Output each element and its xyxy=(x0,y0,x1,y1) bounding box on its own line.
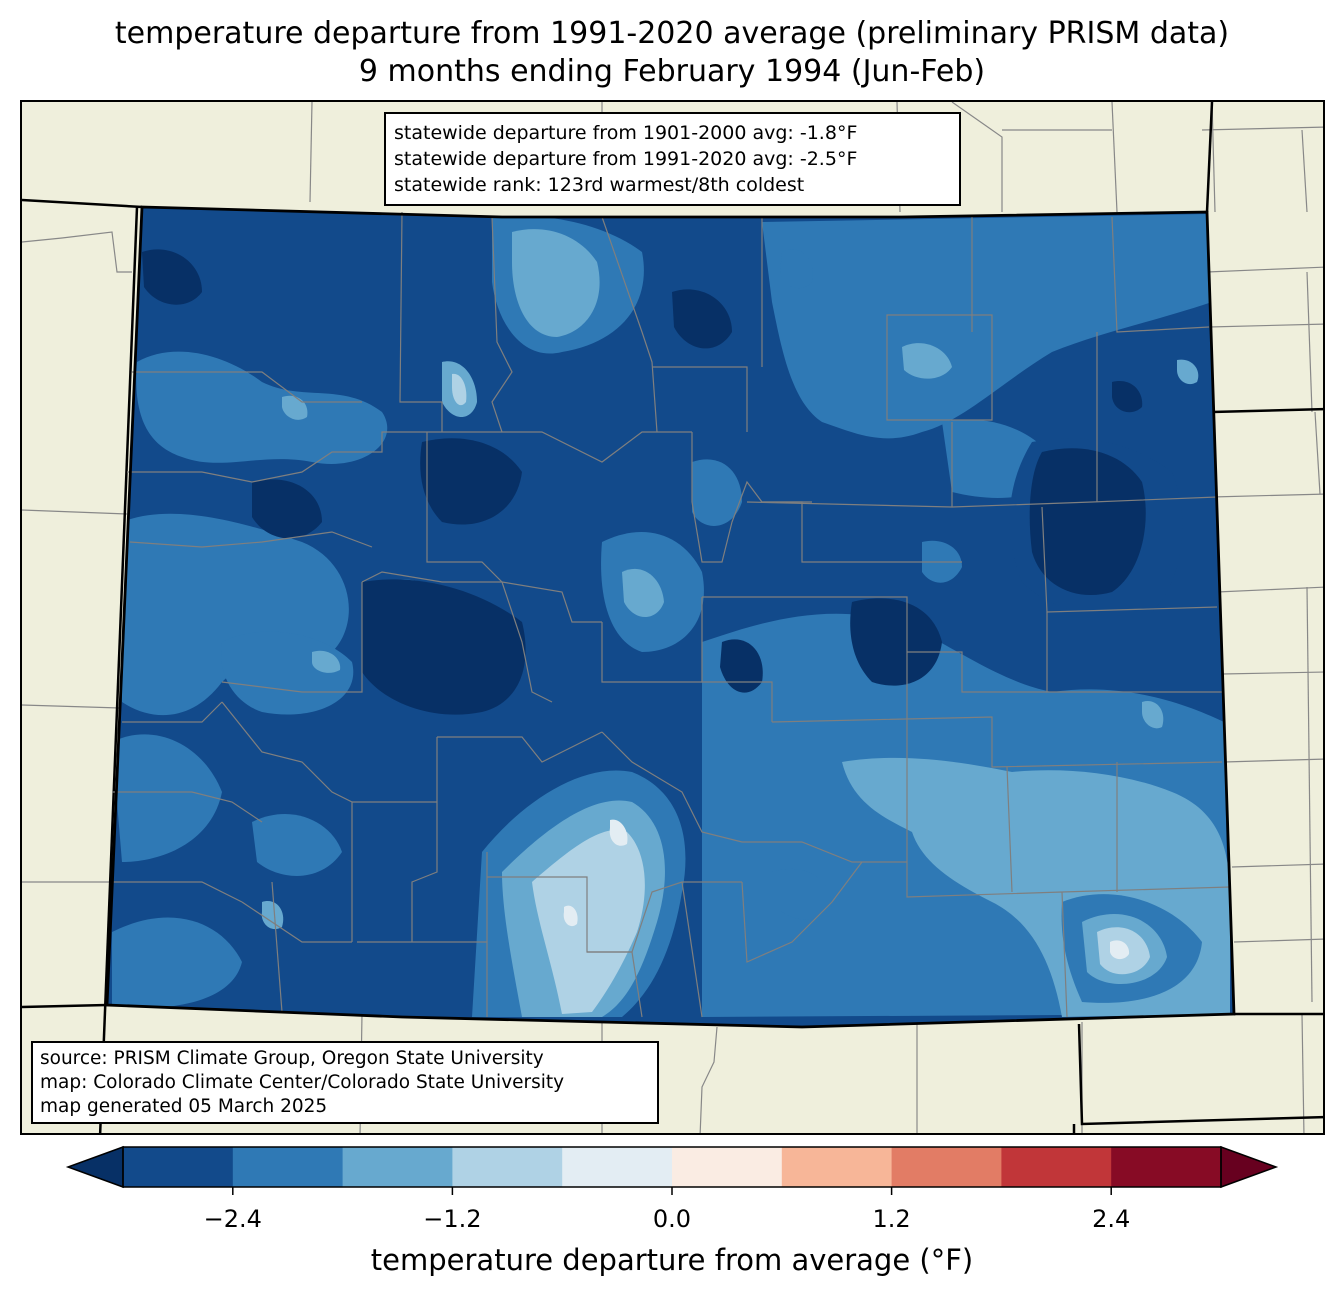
neighbor-state-lines xyxy=(22,102,1323,1133)
colorado-border xyxy=(105,205,1236,1029)
map-credit-line: map: Colorado Climate Center/Colorado St… xyxy=(40,1072,565,1093)
map-subtitle: 9 months ending February 1994 (Jun-Feb) xyxy=(358,54,986,89)
colorbar-tick-label: −2.4 xyxy=(204,1205,262,1233)
stat-departure-1991-2020: statewide departure from 1991-2020 avg: … xyxy=(394,148,858,170)
colorbar-tick-label: 1.2 xyxy=(873,1205,911,1233)
colorbar-bin xyxy=(781,1147,893,1187)
map-panel xyxy=(20,100,1325,1135)
source-line: source: PRISM Climate Group, Oregon Stat… xyxy=(40,1048,544,1069)
colorbar-tick-label: 2.4 xyxy=(1092,1205,1130,1233)
source-box: source: PRISM Climate Group, Oregon Stat… xyxy=(31,1041,659,1124)
colorbar-over-arrow xyxy=(1220,1145,1279,1189)
colorbar-bin xyxy=(891,1147,1002,1187)
county-lines xyxy=(112,211,1231,1018)
temperature-field xyxy=(107,207,1234,1027)
colorbar-bin xyxy=(342,1147,453,1187)
colorbar-bin xyxy=(1111,1147,1222,1187)
colorbar-under-arrow xyxy=(65,1145,124,1189)
colorbar-label: temperature departure from average (°F) xyxy=(370,1243,974,1277)
colorbar-tick-label: 0.0 xyxy=(653,1205,691,1233)
colorbar-bin xyxy=(562,1147,673,1187)
generated-date-line: map generated 05 March 2025 xyxy=(40,1096,328,1117)
stat-departure-1901-2000: statewide departure from 1901-2000 avg: … xyxy=(394,122,858,144)
colorbar-tick-label: −1.2 xyxy=(423,1205,481,1233)
statewide-stats-box: statewide departure from 1901-2000 avg: … xyxy=(384,112,961,206)
colorbar-bin xyxy=(123,1147,234,1187)
colorbar: −2.4 −1.2 0.0 1.2 2.4 xyxy=(65,1145,1279,1233)
colorbar-bin xyxy=(672,1147,783,1187)
colorbar-bin xyxy=(1001,1147,1112,1187)
stat-rank: statewide rank: 123rd warmest/8th coldes… xyxy=(394,174,805,196)
colorbar-bin xyxy=(452,1147,563,1187)
colorado-map xyxy=(22,102,1323,1133)
map-title: temperature departure from 1991-2020 ave… xyxy=(114,16,1230,51)
colorbar-bin xyxy=(232,1147,344,1187)
